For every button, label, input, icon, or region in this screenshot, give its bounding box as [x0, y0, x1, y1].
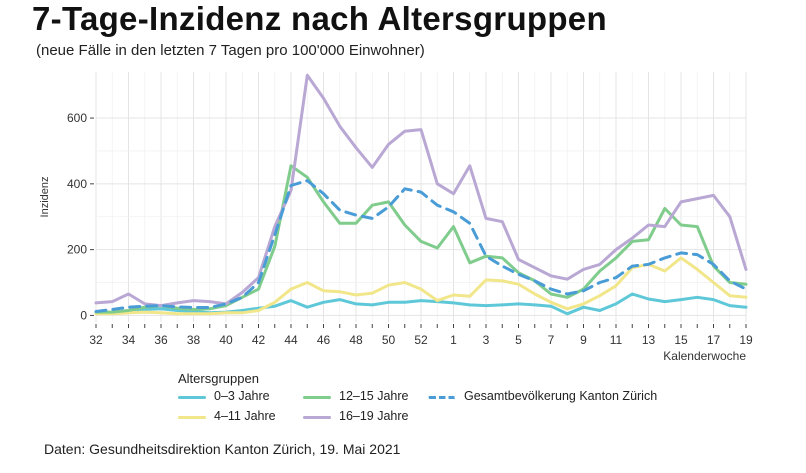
- x-tick-label: 32: [89, 333, 103, 347]
- x-tick-label: 11: [610, 333, 623, 347]
- legend-title: Altersgruppen: [178, 371, 259, 386]
- legend-label: 0–3 Jahre: [214, 389, 270, 403]
- legend-key: [428, 396, 456, 399]
- x-tick-label: 40: [219, 333, 233, 347]
- x-tick-label: 19: [739, 333, 753, 347]
- data-source-note: Daten: Gesundheitsdirektion Kanton Züric…: [44, 441, 401, 457]
- y-tick-label: 200: [67, 243, 87, 257]
- series-line-4: [94, 179, 748, 313]
- legend-label: Gesamtbevölkerung Kanton Zürich: [464, 389, 658, 403]
- legend-label: 12–15 Jahre: [339, 389, 409, 403]
- legend-key: [303, 416, 331, 419]
- x-tick-label: 1: [450, 333, 457, 347]
- series-layer: [94, 73, 748, 316]
- y-tick-label: 0: [80, 308, 87, 322]
- x-tick-label: 44: [284, 333, 298, 347]
- x-tick-label: 7: [548, 333, 555, 347]
- chart-title: 7-Tage-Inzidenz nach Altersgruppen: [32, 0, 607, 37]
- x-tick-label: 50: [382, 333, 396, 347]
- x-tick-label: 9: [580, 333, 587, 347]
- x-tick-label: 46: [317, 333, 331, 347]
- x-tick-label: 13: [642, 333, 656, 347]
- grid-layer: [95, 72, 747, 322]
- x-tick-label: 38: [187, 333, 201, 347]
- x-tick-label: 5: [515, 333, 522, 347]
- x-tick-label: 17: [707, 333, 721, 347]
- y-axis-label: Inzidenz: [39, 177, 51, 218]
- series-line-3: [94, 73, 748, 308]
- legend-key: [178, 416, 206, 419]
- x-tick-label: 3: [483, 333, 490, 347]
- legend-key: [178, 396, 206, 399]
- y-tick-label: 400: [67, 177, 87, 191]
- x-tick-label: 48: [349, 333, 363, 347]
- x-axis-label: Kalenderwoche: [663, 349, 746, 363]
- y-tick-label: 600: [67, 111, 87, 125]
- x-tick-label: 42: [252, 333, 266, 347]
- x-tick-label: 52: [414, 333, 428, 347]
- x-tick-label: 34: [122, 333, 136, 347]
- series-line-2: [94, 164, 748, 314]
- x-tick-label: 36: [154, 333, 168, 347]
- x-tick-label: 15: [674, 333, 688, 347]
- chart-subtitle: (neue Fälle in den letzten 7 Tagen pro 1…: [36, 42, 425, 59]
- legend-label: 4–11 Jahre: [214, 409, 276, 423]
- legend-key: [303, 396, 331, 399]
- legend-label: 16–19 Jahre: [339, 409, 409, 423]
